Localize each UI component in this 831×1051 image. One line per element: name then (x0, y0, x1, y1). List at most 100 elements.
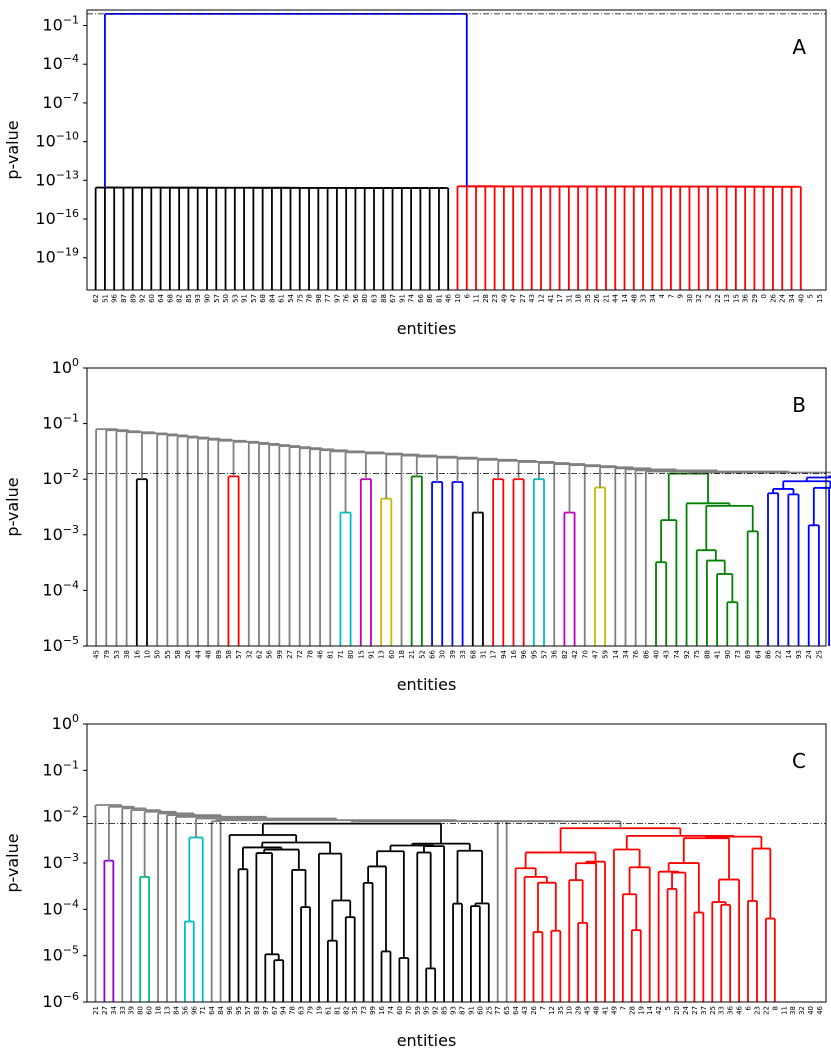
leaf-label: 96 (226, 1005, 234, 1014)
leaf-label: 51 (101, 294, 109, 303)
leaf-label: 93 (450, 1006, 458, 1015)
leaf-label: 81 (327, 650, 335, 659)
leaf-label: 97 (262, 1006, 270, 1015)
axes-frame (86, 9, 827, 291)
leaf-label: 18 (155, 1006, 163, 1015)
leaf-label: 24 (805, 649, 813, 658)
leaf-label: 5 (807, 294, 815, 298)
leaf-label: 40 (653, 650, 661, 659)
leaf-label: 76 (632, 649, 640, 658)
leaf-label: 24 (682, 1005, 690, 1014)
leaf-label: 45 (93, 650, 101, 659)
leaf-label: 60 (476, 1006, 484, 1015)
leaf-label: 10 (143, 650, 151, 659)
leaf-label: 78 (306, 294, 314, 303)
leaf-label: 70 (405, 1006, 413, 1015)
leaf-label: 41 (547, 294, 555, 303)
leaf-label: 0 (760, 294, 768, 298)
leaf-label: 15 (357, 650, 365, 659)
leaf-label: 40 (797, 294, 805, 303)
leaf-label: 53 (231, 294, 239, 303)
leaf-label: 78 (289, 1006, 297, 1015)
leaf-label: 91 (398, 294, 406, 303)
leaf-label: 64 (754, 649, 762, 658)
leaf-label: 5 (664, 1006, 672, 1010)
leaf-label: 58 (174, 650, 182, 659)
leaf-label: 18 (398, 650, 406, 659)
leaf-label: 33 (119, 1006, 127, 1015)
leaf-label: 22 (762, 1006, 770, 1015)
y-tick-label: 10−6 (42, 990, 79, 1011)
leaf-label: 25 (709, 1006, 717, 1015)
y-tick-label: 100 (52, 712, 79, 733)
leaf-label: 86 (426, 293, 434, 302)
leaf-label: 59 (602, 650, 610, 659)
y-tick-label: 10−5 (42, 944, 79, 965)
leaf-label: 79 (103, 650, 111, 659)
leaf-label: 60 (146, 1006, 154, 1015)
leaf-label: 77 (494, 1006, 502, 1015)
leaf-label: 37 (700, 1006, 708, 1015)
leaf-label: 60 (396, 1006, 404, 1015)
leaf-label: 95 (235, 1006, 243, 1015)
leaf-label: 36 (551, 649, 559, 658)
leaf-label: 89 (129, 294, 137, 303)
leaf-label: 74 (387, 1005, 395, 1014)
leaf-label: 13 (163, 1006, 171, 1015)
leaf-label: 14 (785, 649, 793, 658)
leaf-label: 77 (324, 294, 332, 303)
leaf-label: 26 (530, 1005, 538, 1014)
leaf-label: 98 (315, 294, 323, 303)
leaf-label: 74 (673, 649, 681, 658)
leaf-label: 19 (637, 1006, 645, 1015)
leaf-label: 66 (429, 649, 437, 658)
leaf-label: 19 (315, 1006, 323, 1015)
leaf-label: 14 (646, 1005, 654, 1014)
leaf-label: 71 (337, 650, 345, 659)
y-tick-label: 10−5 (42, 634, 79, 655)
leaf-label: 65 (503, 1006, 511, 1015)
leaf-label: 10 (454, 294, 462, 303)
y-tick-label: 10−1 (42, 13, 79, 34)
leaf-label: 50 (222, 294, 230, 303)
y-tick-label: 10−7 (42, 91, 79, 112)
leaf-label: 61 (324, 1006, 332, 1015)
leaf-label: 42 (655, 1006, 663, 1015)
leaf-label: 94 (280, 1005, 288, 1014)
leaf-label: 44 (194, 649, 202, 658)
leaf-label: 73 (734, 650, 742, 659)
leaf-label: 99 (276, 650, 284, 659)
leaf-label: 75 (296, 294, 304, 303)
leaf-label: 32 (245, 650, 253, 659)
leaf-label: 22 (714, 294, 722, 303)
y-tick-label: 10−4 (42, 578, 79, 599)
leaf-label: 43 (528, 294, 536, 303)
leaf-label: 32 (798, 1006, 806, 1015)
y-tick-label: 10−19 (35, 246, 79, 267)
leaf-label: 93 (194, 294, 202, 303)
leaf-label: 24 (779, 293, 787, 302)
leaf-label: 94 (500, 649, 508, 658)
leaf-label: 4 (658, 293, 666, 298)
leaf-label: 92 (683, 650, 691, 659)
leaf-label: 75 (693, 650, 701, 659)
leaf-label: 97 (333, 294, 341, 303)
leaf-label: 6 (745, 1005, 753, 1010)
leaf-label: 9 (677, 294, 685, 298)
leaf-label: 73 (360, 1006, 368, 1015)
y-tick-label: 10−3 (42, 523, 79, 544)
leaf-label: 50 (154, 650, 162, 659)
leaf-label: 89 (215, 650, 223, 659)
leaf-label: 44 (612, 293, 620, 302)
leaf-label: 29 (751, 294, 759, 303)
leaf-label: 15 (816, 294, 824, 303)
leaf-label: 46 (317, 649, 325, 658)
leaf-label: 61 (278, 294, 286, 303)
y-tick-label: 10−1 (42, 412, 79, 433)
leaf-label: 41 (601, 1006, 609, 1015)
leaf-label: 70 (581, 650, 589, 659)
leaf-label: 11 (473, 294, 481, 303)
leaf-label: 26 (593, 293, 601, 302)
leaf-label: 26 (184, 649, 192, 658)
